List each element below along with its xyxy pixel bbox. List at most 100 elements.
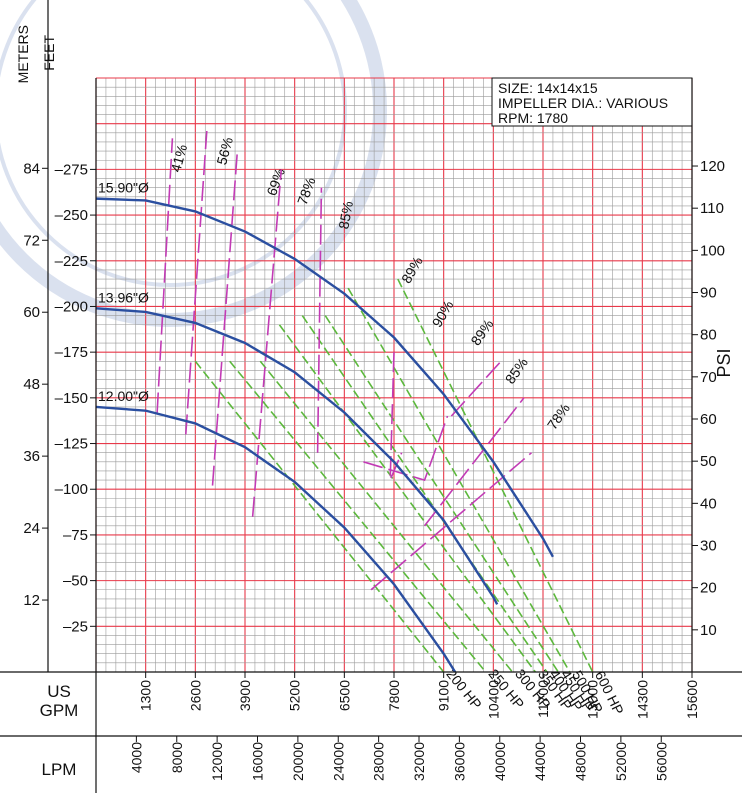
feet-tick-label: –250: [55, 207, 88, 224]
efficiency-label: 69%: [263, 166, 288, 198]
efficiency-contour: [316, 187, 323, 453]
efficiency-label: 56%: [213, 135, 236, 166]
hp-line: [194, 360, 445, 673]
lpm-tick-label: 20000: [290, 742, 306, 781]
gpm-tick-label: 3900: [237, 680, 253, 711]
lpm-tick-label: 16000: [250, 742, 266, 781]
lpm-tick-label: 28000: [371, 742, 387, 781]
lpm-tick-label: 52000: [613, 742, 629, 781]
impeller-curve: [95, 307, 499, 605]
meters-axis-label: METERS: [15, 25, 31, 83]
feet-tick-label: –200: [55, 298, 88, 315]
psi-tick-label: 70: [700, 369, 717, 386]
psi-tick-label: 40: [700, 495, 717, 512]
hp-line: [229, 360, 487, 673]
impeller-curve: [95, 197, 554, 558]
efficiency-contour: [450, 360, 502, 417]
gpm-tick-label: 1300: [138, 680, 154, 711]
feet-axis-label: FEET: [41, 35, 57, 71]
efficiency-contour: [389, 352, 403, 481]
meters-tick-label: 48: [23, 376, 40, 393]
efficiency-label: 85%: [335, 200, 356, 230]
impeller-curve: [95, 405, 457, 673]
gpm-tick-label: 10400: [485, 680, 501, 719]
efficiency-contour: [211, 151, 239, 486]
lpm-tick-label: 4000: [128, 742, 144, 773]
feet-tick-label: –100: [55, 481, 88, 498]
rpm-label: RPM: 1780: [498, 110, 568, 126]
info-box: SIZE: 14x14x15 IMPELLER DIA.: VARIOUS RP…: [491, 77, 693, 127]
feet-tick-label: –25: [63, 618, 88, 635]
feet-tick-label: –275: [55, 161, 88, 178]
impeller-curve-label: 13.96"Ø: [98, 289, 149, 305]
hp-line: [259, 360, 514, 673]
efficiency-contour: [251, 169, 283, 517]
size-label: SIZE: 14x14x15: [498, 80, 598, 96]
lpm-tick-label: 8000: [169, 742, 185, 773]
impeller-curves: 15.90"Ø 13.96"Ø 12.00"Ø: [95, 180, 554, 673]
efficiency-label: 89%: [467, 316, 496, 348]
gpm-tick-label: 14300: [634, 680, 650, 719]
watermark: [0, 0, 387, 327]
psi-tick-label: 100: [700, 242, 725, 259]
psi-tick-label: 110: [700, 200, 724, 217]
psi-tick-label: 80: [700, 327, 717, 344]
lpm-tick-label: 32000: [411, 742, 427, 781]
feet-tick-label: –50: [63, 573, 88, 590]
efficiency-contour: [370, 452, 533, 591]
lpm-tick-label: 12000: [209, 742, 225, 781]
feet-tick-label: –75: [63, 527, 88, 544]
psi-tick-label: 60: [700, 411, 717, 428]
lpm-tick-label: 56000: [653, 742, 669, 781]
meters-tick-label: 24: [23, 520, 40, 537]
meters-tick-label: 12: [23, 592, 40, 609]
psi-tick-label: 90: [700, 285, 717, 302]
efficiency-label: 90%: [429, 298, 457, 330]
meters-tick-label: 36: [23, 448, 40, 465]
gpm-tick-label: 5200: [287, 680, 303, 711]
psi-tick-label: 20: [700, 580, 717, 597]
hp-line: [324, 315, 559, 673]
efficiency-contour: [184, 130, 208, 435]
feet-tick-label: –150: [55, 390, 88, 407]
psi-tick-label: 10: [700, 622, 717, 639]
efficiency-contour: [423, 397, 525, 527]
gpm-axis-label-gpm: GPM: [40, 701, 79, 720]
meters-tick-label: 60: [23, 304, 40, 321]
meters-tick-label: 84: [23, 160, 40, 177]
psi-axis-label: PSI: [714, 348, 734, 377]
lpm-tick-label: 36000: [451, 742, 467, 781]
gpm-axis-label-us: US: [47, 682, 71, 701]
feet-tick-label: –175: [55, 344, 88, 361]
gpm-tick-label: 9100: [436, 680, 452, 711]
gpm-tick-label: 6500: [336, 680, 352, 711]
meters-tick-label: 72: [23, 232, 40, 249]
lpm-tick-label: 48000: [573, 742, 589, 781]
lpm-tick-label: 40000: [492, 742, 508, 781]
hp-line: [278, 324, 537, 673]
efficiency-contour: [156, 138, 174, 413]
impeller-label: IMPELLER DIA.: VARIOUS: [498, 95, 668, 111]
psi-tick-label: 50: [700, 453, 717, 470]
psi-tick-label: 30: [700, 538, 717, 555]
efficiency-label: 78%: [294, 175, 319, 207]
hp-line: [347, 287, 571, 673]
impeller-curve-label: 12.00"Ø: [98, 388, 149, 404]
psi-tick-label: 120: [700, 158, 725, 175]
gpm-tick-label: 7800: [386, 680, 402, 711]
gpm-tick-label: 11700: [535, 680, 551, 718]
feet-tick-label: –225: [55, 253, 88, 270]
efficiency-contour: [363, 415, 449, 482]
lpm-axis-label: LPM: [42, 760, 77, 779]
hp-line: [301, 315, 548, 673]
feet-tick-label: –125: [55, 436, 88, 453]
impeller-curve-label: 15.90"Ø: [98, 180, 149, 196]
gpm-tick-label: 15600: [684, 680, 700, 719]
gpm-tick-label: 13000: [585, 680, 601, 719]
efficiency-label: 41%: [167, 143, 190, 174]
lpm-tick-label: 24000: [330, 742, 346, 781]
gpm-tick-label: 2600: [187, 680, 203, 711]
lpm-tick-label: 44000: [532, 742, 548, 781]
